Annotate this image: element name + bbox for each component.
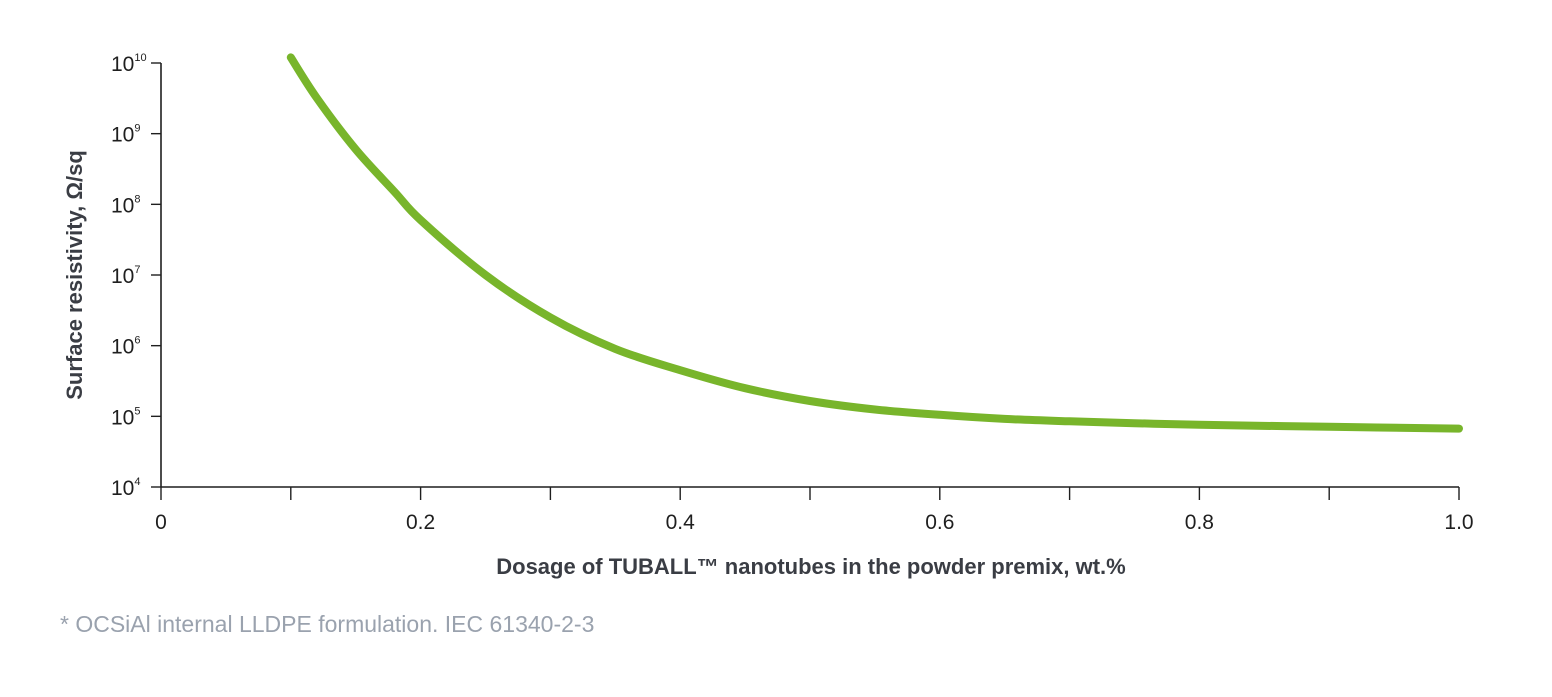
y-tick-exponent: 9: [134, 123, 140, 135]
y-tick-label: 106: [111, 335, 140, 359]
y-tick-label: 107: [111, 264, 140, 288]
y-tick-base: 10: [111, 124, 134, 147]
y-tick-label: 109: [111, 123, 140, 147]
y-tick-label: 108: [111, 193, 140, 217]
y-tick-base: 10: [111, 477, 134, 500]
y-tick-exponent: 7: [134, 264, 140, 276]
resistivity-curve: [286, 53, 1463, 433]
x-tick-label: 0.6: [925, 511, 954, 534]
y-tick-label: 105: [111, 405, 140, 429]
y-tick-base: 10: [111, 406, 134, 429]
y-tick-base: 10: [111, 336, 134, 359]
y-tick-base: 10: [111, 265, 134, 288]
y-axis-title: Surface resistivity, Ω/sq: [62, 150, 87, 400]
y-tick-label: 104: [111, 476, 140, 500]
x-axis-title: Dosage of TUBALL™ nanotubes in the powde…: [496, 554, 1125, 579]
y-tick-exponent: 6: [134, 335, 140, 347]
y-tick-exponent: 8: [134, 193, 140, 205]
x-tick-label: 0.8: [1185, 511, 1214, 534]
x-tick-label: 1.0: [1444, 511, 1473, 534]
y-tick-exponent: 5: [134, 405, 140, 417]
y-tick-exponent: 10: [134, 52, 146, 64]
x-tick-label: 0.4: [666, 511, 696, 534]
footnote: * OCSiAl internal LLDPE formulation. IEC…: [60, 611, 594, 637]
y-tick-base: 10: [111, 194, 134, 217]
x-tick-label: 0: [155, 511, 167, 534]
y-tick-base: 10: [111, 53, 134, 76]
series-group: [286, 53, 1463, 433]
x-axis-ticks: 0 0.2 0.4 0.6 0.8 1.0: [155, 487, 1474, 534]
y-tick-exponent: 4: [134, 476, 140, 488]
y-tick-label: 1010: [111, 52, 147, 76]
x-tick-label: 0.2: [406, 511, 435, 534]
